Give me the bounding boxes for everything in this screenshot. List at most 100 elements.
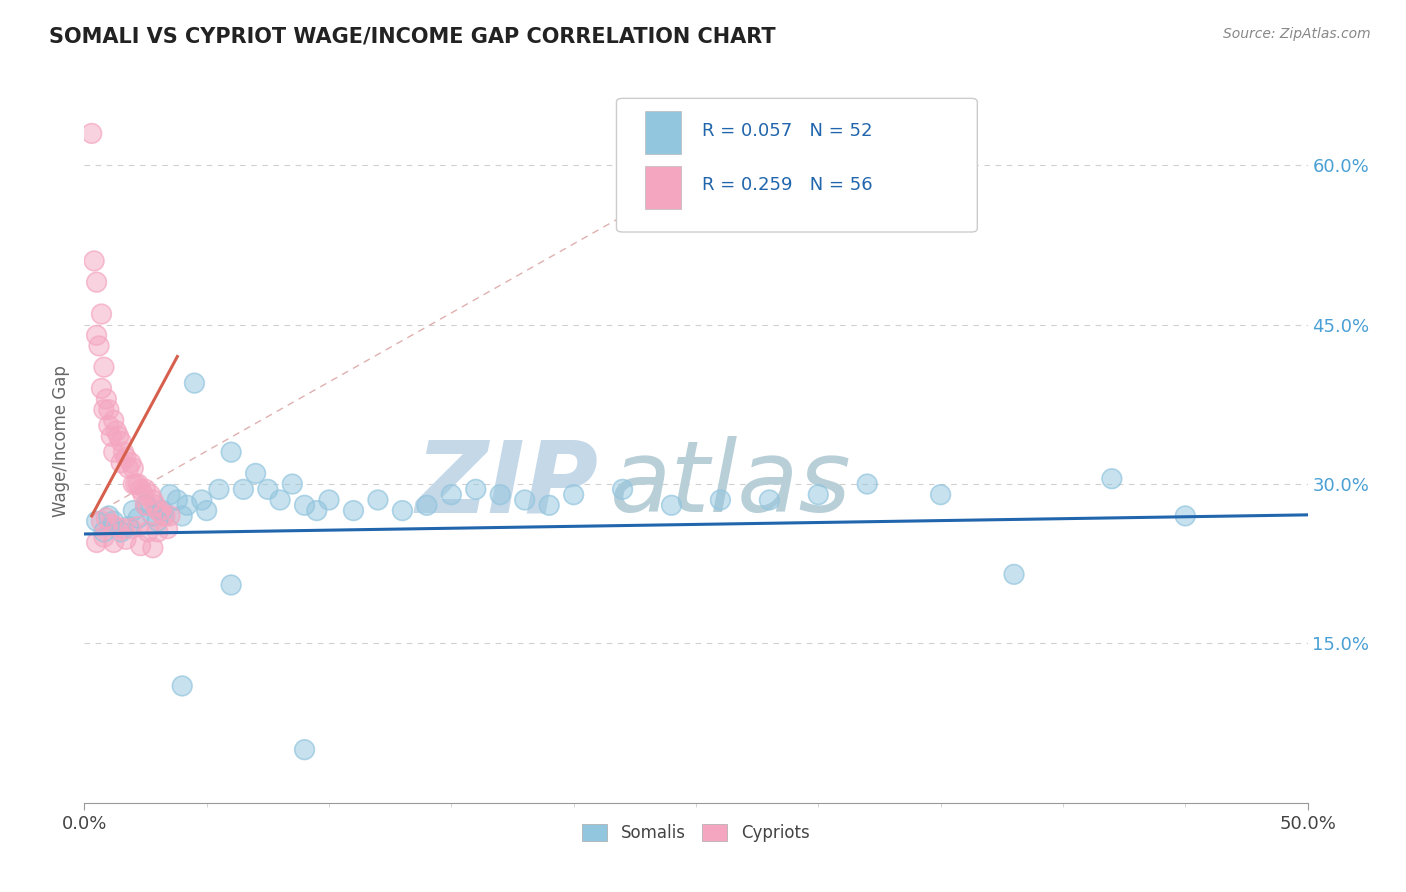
Point [115, 450, 138, 465]
Point [172, 679, 194, 693]
Point [191, 493, 214, 508]
Point [1101, 472, 1123, 486]
Point [86, 514, 108, 528]
Point [90, 514, 112, 528]
Point [176, 498, 198, 512]
Point [367, 493, 389, 508]
Point [96, 511, 118, 525]
Point [318, 493, 340, 508]
Point [464, 483, 486, 497]
Point [135, 483, 157, 497]
Point [117, 519, 139, 533]
Point [149, 503, 172, 517]
Point [149, 503, 172, 517]
Point [80, 127, 103, 141]
Point [1174, 508, 1197, 523]
Point [142, 508, 165, 523]
Point [97, 508, 120, 523]
Point [152, 508, 174, 523]
Point [86, 535, 108, 549]
Point [139, 488, 162, 502]
Point [127, 477, 149, 491]
Point [103, 535, 125, 549]
Point [191, 493, 214, 508]
Y-axis label: Wage/Income Gap: Wage/Income Gap [52, 366, 70, 517]
Point [342, 503, 364, 517]
Point [136, 498, 159, 512]
Point [120, 522, 142, 536]
Point [80, 127, 103, 141]
Point [105, 519, 128, 533]
Point [135, 483, 157, 497]
Point [86, 328, 108, 343]
Legend: Somalis, Cypriots: Somalis, Cypriots [576, 817, 815, 848]
Point [195, 503, 218, 517]
Point [100, 429, 122, 443]
Point [135, 498, 157, 512]
Text: R = 0.259   N = 56: R = 0.259 N = 56 [702, 176, 873, 194]
Point [661, 498, 683, 512]
FancyBboxPatch shape [644, 111, 682, 154]
Point [146, 524, 169, 539]
Point [612, 483, 634, 497]
Point [115, 450, 138, 465]
Point [129, 483, 152, 497]
Point [110, 456, 132, 470]
Point [219, 578, 242, 592]
Point [139, 488, 162, 502]
Point [96, 511, 118, 525]
Point [122, 503, 145, 517]
Point [127, 511, 149, 525]
Point [86, 535, 108, 549]
Point [83, 254, 105, 268]
Point [416, 498, 439, 512]
Point [110, 524, 132, 539]
Point [117, 461, 139, 475]
Point [232, 483, 254, 497]
Point [87, 339, 110, 353]
Point [122, 503, 145, 517]
Point [96, 392, 118, 406]
Point [156, 522, 179, 536]
Point [146, 514, 169, 528]
Point [100, 429, 122, 443]
Point [100, 517, 122, 532]
Point [122, 461, 145, 475]
Text: R = 0.057   N = 52: R = 0.057 N = 52 [702, 122, 873, 140]
Point [103, 445, 125, 459]
Point [110, 434, 132, 449]
Point [93, 360, 115, 375]
Point [103, 514, 125, 528]
Point [120, 522, 142, 536]
Point [219, 445, 242, 459]
Text: SOMALI VS CYPRIOT WAGE/INCOME GAP CORRELATION CHART: SOMALI VS CYPRIOT WAGE/INCOME GAP CORREL… [49, 27, 776, 46]
Point [513, 493, 536, 508]
Point [112, 522, 135, 536]
Point [281, 477, 304, 491]
Point [143, 498, 166, 512]
Point [416, 498, 439, 512]
Point [440, 488, 463, 502]
Point [294, 498, 316, 512]
Point [172, 508, 194, 523]
Point [97, 418, 120, 433]
Point [112, 445, 135, 459]
Point [257, 483, 280, 497]
Text: atlas: atlas [610, 436, 852, 533]
Point [159, 488, 181, 502]
Point [391, 503, 413, 517]
Point [115, 533, 138, 547]
Text: ZIP: ZIP [415, 436, 598, 533]
Point [245, 467, 267, 481]
Point [122, 477, 145, 491]
Point [86, 328, 108, 343]
Point [269, 493, 291, 508]
Point [153, 508, 176, 523]
Point [183, 376, 205, 390]
Point [110, 434, 132, 449]
Point [135, 498, 157, 512]
Point [97, 508, 120, 523]
Point [103, 535, 125, 549]
Point [245, 467, 267, 481]
Point [103, 413, 125, 427]
